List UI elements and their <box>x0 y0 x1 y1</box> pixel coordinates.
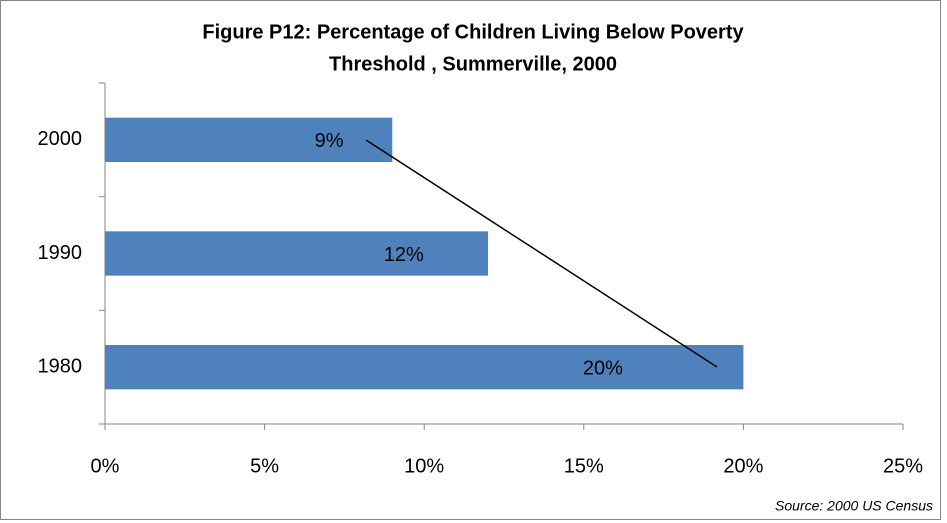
y-tick-label: 2000 <box>38 128 83 150</box>
y-tick-label: 1980 <box>38 355 83 377</box>
bar <box>105 345 744 390</box>
x-tick-label: 10% <box>404 455 444 477</box>
data-label: 20% <box>583 357 623 379</box>
x-tick-label: 20% <box>723 455 763 477</box>
x-tick-label: 15% <box>564 455 604 477</box>
x-tick-label: 0% <box>91 455 120 477</box>
y-tick-label: 1990 <box>38 242 83 264</box>
x-tick-label: 5% <box>250 455 279 477</box>
chart-title: Figure P12: Percentage of Children Livin… <box>202 21 744 43</box>
bar <box>105 231 489 276</box>
data-label: 12% <box>384 244 424 266</box>
x-tick-label: 25% <box>883 455 923 477</box>
data-label: 9% <box>315 130 344 152</box>
chart-title: Threshold , Summerville, 2000 <box>329 53 617 75</box>
drawn-line <box>365 139 718 368</box>
source-note: Source: 2000 US Census <box>775 498 933 514</box>
bar <box>105 117 393 162</box>
